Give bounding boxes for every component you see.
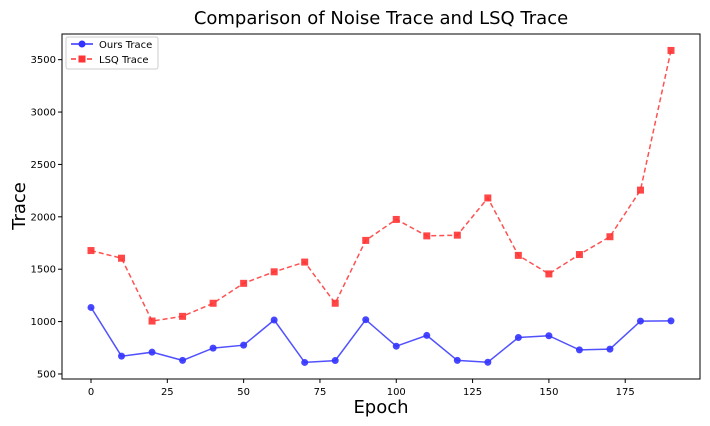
data-point-ours	[270, 316, 278, 324]
plot-area	[61, 33, 701, 380]
x-tick-label: 125	[463, 387, 482, 398]
y-tick-label: 500	[37, 369, 56, 380]
x-tick-label: 25	[161, 387, 174, 398]
data-point-lsq	[514, 251, 522, 259]
data-point-lsq	[270, 268, 278, 276]
y-tick-label: 3000	[31, 108, 56, 119]
data-point-ours	[484, 358, 492, 366]
x-tick-label: 50	[237, 387, 250, 398]
data-point-lsq	[484, 194, 492, 202]
data-point-lsq	[148, 317, 156, 325]
data-point-ours	[392, 342, 400, 350]
chart-title: Comparison of Noise Trace and LSQ Trace	[194, 8, 568, 29]
series-line-lsq	[90, 50, 672, 322]
data-point-lsq	[453, 231, 461, 239]
data-point-ours	[362, 316, 370, 324]
series-line-ours	[90, 307, 672, 364]
data-point-ours	[636, 317, 644, 325]
data-point-ours	[331, 357, 339, 365]
data-point-lsq	[636, 186, 644, 194]
data-point-lsq	[606, 233, 614, 241]
x-tick-label: 100	[387, 387, 406, 398]
data-point-lsq	[179, 312, 187, 320]
x-axis: 0 25 50 75 100 125 150 175	[88, 379, 635, 398]
legend-marker-lsq	[78, 55, 86, 63]
legend-marker-ours	[78, 40, 86, 48]
data-point-ours	[87, 303, 95, 311]
legend-box	[65, 36, 159, 70]
x-tick-label: 75	[314, 387, 327, 398]
data-point-lsq	[667, 46, 675, 54]
data-point-lsq	[392, 215, 400, 223]
data-point-lsq	[118, 254, 126, 262]
data-point-ours	[514, 334, 522, 342]
data-point-lsq	[87, 247, 95, 255]
data-point-lsq	[362, 236, 370, 244]
data-point-lsq	[331, 299, 339, 307]
x-tick-label: 0	[88, 387, 94, 398]
x-tick-label: 175	[616, 387, 635, 398]
x-axis-label: Epoch	[353, 397, 408, 418]
data-point-ours	[148, 348, 156, 356]
y-tick-label: 1500	[31, 265, 56, 276]
data-point-ours	[545, 332, 553, 340]
data-point-ours	[240, 341, 248, 349]
x-tick-label: 150	[539, 387, 558, 398]
data-point-ours	[179, 356, 187, 364]
data-point-lsq	[545, 270, 553, 278]
data-point-lsq	[423, 232, 431, 240]
y-tick-label: 2000	[31, 212, 56, 223]
y-tick-label: 1000	[31, 317, 56, 328]
legend-label-lsq: LSQ Trace	[99, 55, 149, 66]
data-point-ours	[575, 346, 583, 354]
data-point-lsq	[575, 251, 583, 259]
data-point-lsq	[240, 279, 248, 287]
series-layer	[87, 46, 675, 366]
y-tick-label: 2500	[31, 160, 56, 171]
data-point-ours	[209, 344, 217, 352]
data-point-lsq	[301, 258, 309, 266]
y-axis: 500 1000 1500 2000 2500 3000 3500	[31, 55, 62, 380]
y-tick-label: 3500	[31, 55, 56, 66]
data-point-ours	[423, 331, 431, 339]
data-point-ours	[606, 345, 614, 353]
data-point-ours	[453, 356, 461, 364]
legend-label-ours: Ours Trace	[99, 40, 152, 51]
y-axis-label: Trace	[9, 182, 30, 231]
data-point-ours	[667, 317, 675, 325]
data-point-ours	[301, 358, 309, 366]
data-point-ours	[118, 352, 126, 360]
legend: Ours Trace LSQ Trace	[65, 36, 159, 70]
data-point-lsq	[209, 299, 217, 307]
